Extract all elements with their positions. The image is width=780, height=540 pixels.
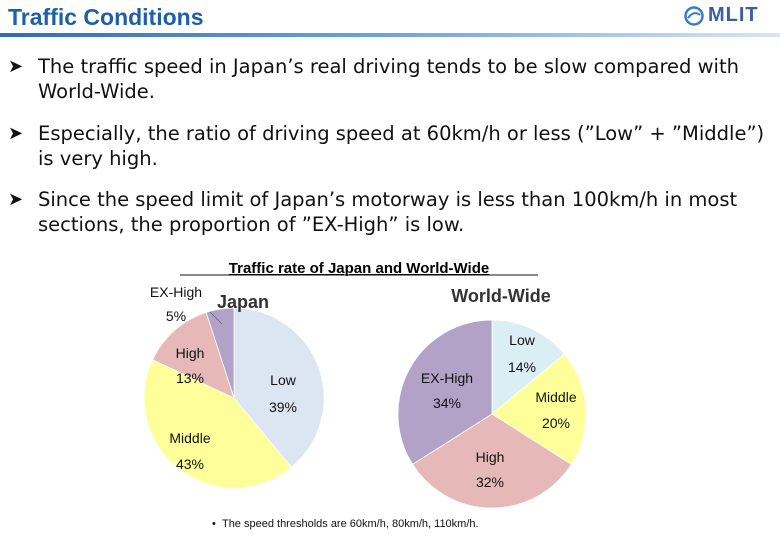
footnote-text: The speed thresholds are 60km/h, 80km/h,…	[221, 518, 479, 530]
pie-slice-middle	[143, 359, 292, 489]
pie-charts: Traffic rate of Japan and World-Wide Jap…	[143, 260, 587, 509]
pie-slice-high	[412, 413, 572, 509]
slice-label: Low	[509, 332, 536, 348]
slice-label: High	[476, 449, 505, 465]
bullet-text: Since the speed limit of Japan’s motorwa…	[38, 188, 738, 236]
pie-title: Japan	[217, 292, 269, 312]
slice-value-label: 13%	[176, 370, 204, 386]
bullet-1: ➤ The traffic speed in Japan’s real driv…	[8, 54, 768, 104]
slice-label: Middle	[535, 389, 576, 405]
slice-value-label: 14%	[508, 359, 536, 375]
footnote: • The speed thresholds are 60km/h, 80km/…	[212, 518, 479, 530]
slice-value-label: 32%	[476, 474, 504, 490]
logo-mark-icon	[684, 6, 704, 26]
pie-slice-low	[491, 319, 565, 415]
slice-value-label: 20%	[542, 415, 570, 431]
slice-label: High	[176, 345, 205, 361]
pie-slice-ex-high	[205, 307, 235, 399]
pie-slice-middle	[491, 353, 587, 465]
footnote-bullet-icon: •	[212, 518, 222, 530]
slice-value-label: 43%	[176, 456, 204, 472]
bullet-text: The traffic speed in Japan’s real drivin…	[38, 55, 739, 103]
bullet-arrow-icon: ➤	[8, 189, 24, 210]
leader-line	[209, 311, 223, 325]
slice-value-label: 5%	[166, 308, 186, 324]
slice-label: EX-High	[150, 284, 202, 300]
bullet-arrow-icon: ➤	[8, 123, 24, 144]
bullet-text: Especially, the ratio of driving speed a…	[38, 122, 765, 170]
chart-title: Traffic rate of Japan and World-Wide	[229, 260, 489, 277]
bullet-2: ➤ Especially, the ratio of driving speed…	[8, 121, 768, 171]
mlit-logo: MLIT	[684, 4, 774, 28]
slice-value-label: 39%	[269, 399, 297, 415]
pie-title: World-Wide	[451, 286, 551, 306]
slice-value-label: 34%	[433, 395, 461, 411]
title-underline	[0, 33, 780, 37]
slice-label: EX-High	[421, 370, 473, 386]
pie-world-wide: World-Wide Low 14% Middle 20% High 32% EX-High 3…	[397, 286, 587, 509]
bullet-arrow-icon: ➤	[8, 56, 24, 77]
bullet-3: ➤ Since the speed limit of Japan’s motor…	[8, 187, 768, 237]
pie-slice-low	[233, 307, 325, 468]
pie-slice-high	[152, 311, 235, 399]
pie-japan: Japan Low 39% Middle 43% High 13% EX-High 5%	[143, 284, 325, 489]
slide-title: Traffic Conditions	[8, 4, 204, 30]
logo-text: MLIT	[708, 4, 759, 26]
slice-label: Low	[270, 372, 297, 388]
slice-label: Middle	[169, 430, 210, 446]
pie-slice-ex-high	[397, 319, 493, 465]
